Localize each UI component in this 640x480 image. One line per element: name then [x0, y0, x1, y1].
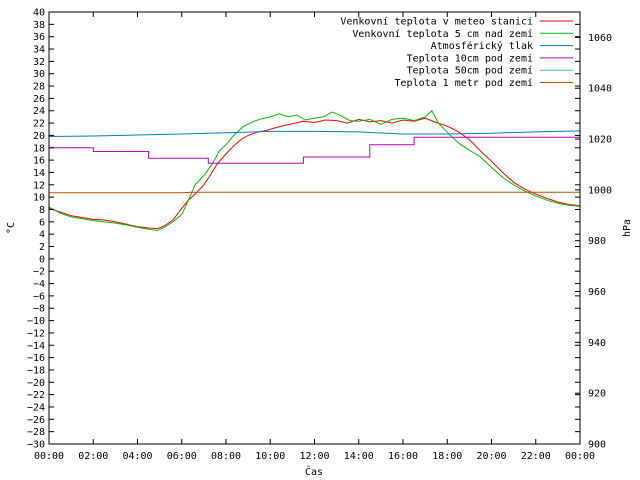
legend-label-5: Teplota 50cm pod zemí	[407, 65, 533, 77]
x-tick-label: 02:00	[78, 451, 108, 462]
x-tick-label: 06:00	[167, 451, 197, 462]
x-tick-label: 10:00	[255, 451, 285, 462]
y-tick-label: 24	[33, 106, 45, 117]
y-tick-label: 2	[39, 242, 45, 253]
x-axis-label: Čas	[305, 465, 323, 478]
legend-label-2: Venkovní teplota 5 cm nad zemí	[352, 28, 533, 40]
series-line-6	[49, 191, 580, 194]
y-tick-label: 40	[33, 8, 45, 19]
y-tick-label: 4	[39, 230, 45, 241]
y-tick-label: 10	[33, 193, 45, 204]
y-tick-label: −30	[27, 440, 45, 451]
series-line-3	[48, 130, 581, 137]
y-tick-label: 0	[39, 254, 45, 265]
legend-label-4: Teplota 10cm pod zemí	[407, 52, 533, 64]
y-tick-label: 30	[33, 69, 45, 80]
y-tick-label: 8	[39, 205, 45, 216]
y2-tick-label: 1040	[588, 84, 612, 95]
y2-axis-label: hPa	[622, 219, 633, 237]
y-tick-label: 38	[33, 20, 45, 31]
series-line-1	[48, 117, 581, 230]
y-tick-label: 16	[33, 156, 45, 167]
y2-tick-label: 1000	[588, 185, 612, 196]
y-tick-label: −8	[33, 304, 45, 315]
legend-label-3: Atmosférický tlak	[431, 40, 533, 52]
y-tick-label: −18	[27, 365, 45, 376]
legend-label-1: Venkovní teplota v meteo stanici	[340, 16, 533, 28]
y-tick-label: 32	[33, 57, 45, 68]
y-tick-label: 18	[33, 143, 45, 154]
y-tick-label: −10	[27, 316, 45, 327]
series-line-2	[48, 109, 581, 232]
y2-tick-label: 1020	[588, 135, 612, 146]
y-tick-label: 12	[33, 180, 45, 191]
y-tick-label: −4	[33, 279, 45, 290]
y-tick-label: 14	[33, 168, 45, 179]
legend: Venkovní teplota v meteo staniciVenkovní…	[340, 16, 573, 89]
x-tick-label: 08:00	[211, 451, 241, 462]
x-tick-label: 16:00	[388, 451, 418, 462]
y2-tick-label: 1060	[588, 33, 612, 44]
x-tick-label: 12:00	[299, 451, 329, 462]
y2-tick-label: 980	[588, 236, 606, 247]
y-tick-label: −26	[27, 415, 45, 426]
y-tick-label: 36	[33, 32, 45, 43]
plot-frame	[48, 11, 581, 445]
left-axis-ticks: −30−28−26−24−22−20−18−16−14−12−10−8−6−4−…	[27, 8, 580, 451]
y-tick-label: −6	[33, 291, 45, 302]
y-tick-label: −14	[27, 341, 45, 352]
series-lines	[48, 109, 581, 232]
x-tick-label: 20:00	[476, 451, 506, 462]
y2-tick-label: 920	[588, 389, 606, 400]
y-tick-label: 26	[33, 94, 45, 105]
y-tick-label: 28	[33, 82, 45, 93]
y-tick-label: 22	[33, 119, 45, 130]
x-tick-label: 14:00	[344, 451, 374, 462]
y-tick-label: 34	[33, 45, 45, 56]
series-line-4	[49, 136, 580, 164]
y-tick-label: 20	[33, 131, 45, 142]
x-tick-label: 04:00	[122, 451, 152, 462]
x-axis-ticks: 00:00 02:00 04:00 06:00 08:00 10:00 12:00 14:00…	[34, 12, 595, 462]
x-tick-label: 22:00	[521, 451, 551, 462]
y-tick-label: 6	[39, 217, 45, 228]
y-tick-label: −28	[27, 427, 45, 438]
x-tick-label: 18:00	[432, 451, 462, 462]
y-tick-label: −20	[27, 378, 45, 389]
y2-tick-label: 960	[588, 287, 606, 298]
y-tick-label: −12	[27, 328, 45, 339]
y2-tick-label: 900	[588, 440, 606, 451]
y-tick-label: −2	[33, 267, 45, 278]
right-axis-ticks: 900 920 940 960 980 1000 1020 1040 1060	[575, 33, 612, 451]
x-tick-label: 00:00	[565, 451, 595, 462]
y-tick-label: −24	[27, 402, 45, 413]
y2-tick-label: 940	[588, 338, 606, 349]
y-tick-label: −22	[27, 390, 45, 401]
y-axis-label: °C	[6, 222, 17, 234]
y-tick-label: −16	[27, 353, 45, 364]
x-tick-label: 00:00	[34, 451, 64, 462]
legend-label-6: Teplota 1 metr pod zemí	[395, 77, 533, 89]
